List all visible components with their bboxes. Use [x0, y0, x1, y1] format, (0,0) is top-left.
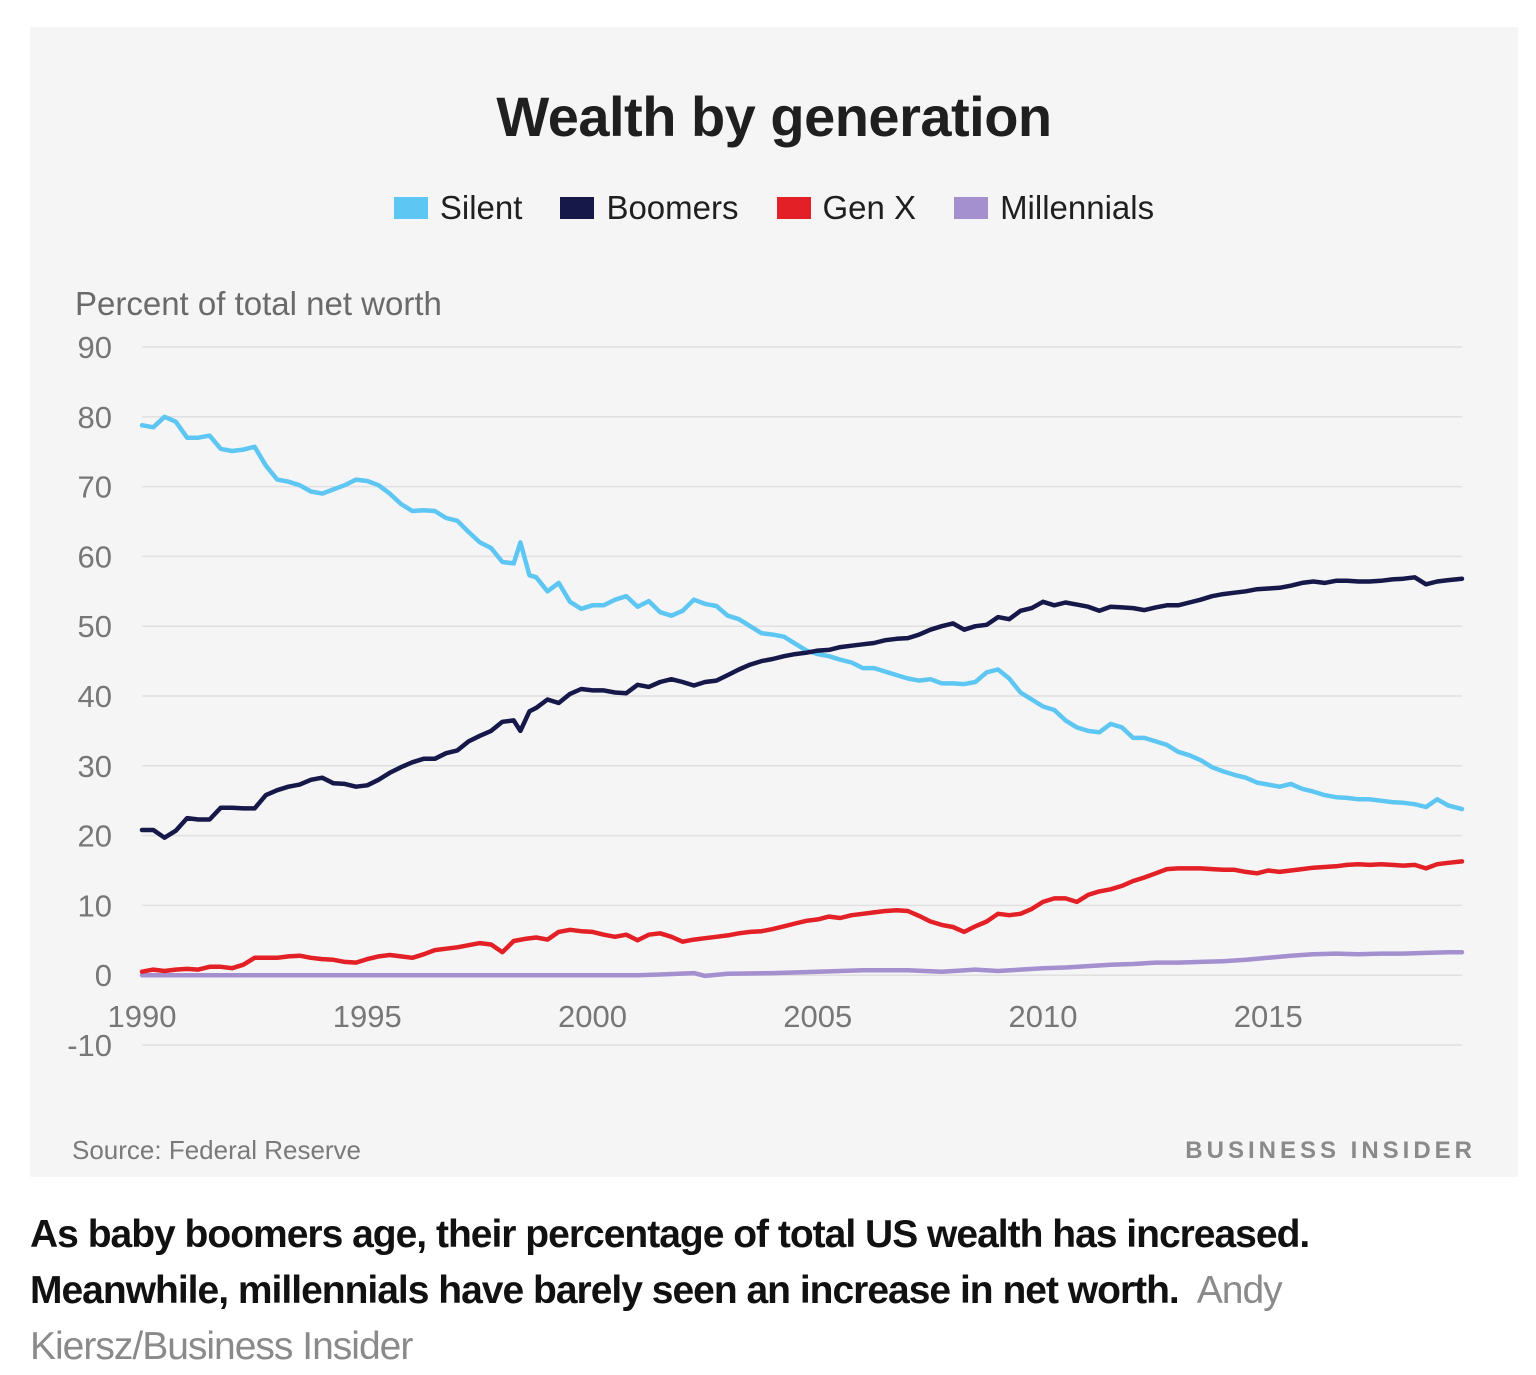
- legend-swatch: [954, 197, 989, 219]
- x-tick-label: 2005: [783, 999, 852, 1034]
- chart-title: Wealth by generation: [496, 85, 1052, 148]
- series-line-gen-x: [139, 859, 1465, 974]
- legend-item-silent: Silent: [393, 189, 523, 227]
- brand-logo: BUSINESS INSIDER: [1185, 1137, 1476, 1164]
- legend-label: Gen X: [822, 189, 917, 226]
- x-tick-label: 2010: [1009, 999, 1078, 1034]
- x-tick-label: 1995: [333, 999, 402, 1034]
- legend-label: Silent: [439, 189, 523, 226]
- image-caption: As baby boomers age, their percentage of…: [30, 1207, 1500, 1375]
- legend-label: Boomers: [606, 189, 739, 226]
- y-tick-label: 90: [78, 330, 112, 365]
- y-tick-label: 10: [78, 888, 112, 923]
- chart-panel: Wealth by generation Silent Boomers Gen X M…: [30, 27, 1518, 1177]
- y-tick-label: 20: [78, 819, 112, 854]
- y-axis-label: Percent of total net worth: [75, 285, 442, 322]
- caption-text: As baby boomers age, their percentage of…: [30, 1213, 1310, 1312]
- y-tick-label: 0: [95, 958, 112, 993]
- legend-swatch: [560, 197, 595, 219]
- y-tick-label: 70: [78, 470, 112, 505]
- y-tick-label: 30: [78, 749, 112, 784]
- legend-item-millennials: Millennials: [954, 189, 1154, 227]
- series-line-millennials: [139, 949, 1465, 979]
- y-tick-label: 60: [78, 539, 112, 574]
- legend-swatch: [393, 197, 428, 219]
- caption-credit: Andy Kiersz/Business Insider: [30, 1269, 1283, 1368]
- legend-swatch: [776, 197, 811, 219]
- y-tick-label: -10: [67, 1028, 112, 1063]
- series-line-silent: [139, 414, 1465, 812]
- y-tick-label: 80: [78, 400, 112, 435]
- x-tick-label: 2000: [558, 999, 627, 1034]
- y-tick-label: 40: [78, 679, 112, 714]
- series-line-boomers: [139, 575, 1465, 840]
- legend: Silent Boomers Gen X Millennials: [30, 189, 1518, 227]
- y-tick-label: 50: [78, 609, 112, 644]
- x-tick-label: 2015: [1234, 999, 1303, 1034]
- legend-label: Millennials: [1000, 189, 1155, 226]
- legend-item-boomers: Boomers: [560, 189, 739, 227]
- legend-item-gen-x: Gen X: [776, 189, 917, 227]
- x-tick-label: 1990: [108, 999, 177, 1034]
- source-note: Source: Federal Reserve: [72, 1135, 362, 1165]
